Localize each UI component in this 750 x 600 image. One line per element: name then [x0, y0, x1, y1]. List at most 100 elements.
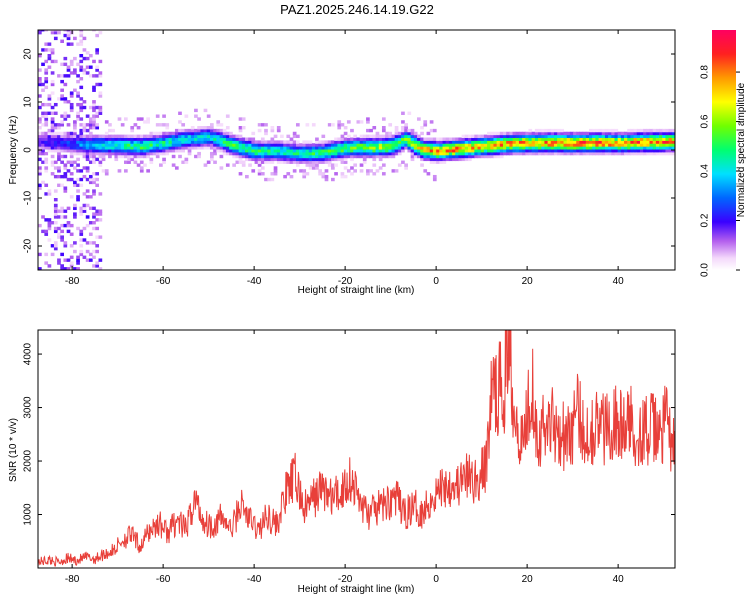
heatmap-cell — [448, 151, 453, 156]
heatmap-cell — [114, 157, 119, 162]
heatmap-cell — [95, 82, 100, 87]
heatmap-cell — [461, 157, 466, 162]
heatmap-cell — [85, 169, 90, 173]
heatmap-cell — [646, 128, 651, 133]
heatmap-cell — [506, 131, 510, 136]
heatmap-cell — [79, 249, 84, 254]
heatmap-cell — [528, 140, 533, 144]
heatmap-cell — [73, 160, 77, 164]
heatmap-cell — [85, 140, 90, 144]
heatmap-cell — [136, 117, 141, 121]
heatmap-cell — [187, 151, 192, 156]
heatmap-cell — [305, 163, 310, 167]
heatmap-cell — [273, 134, 278, 139]
spectrogram-x-tick-label--80: -80 — [65, 276, 80, 287]
heatmap-cell — [50, 128, 55, 133]
heatmap-cell — [257, 163, 262, 167]
heatmap-cell — [184, 131, 189, 136]
heatmap-cell — [423, 137, 428, 141]
heatmap-cell — [439, 151, 443, 156]
heatmap-cell — [95, 123, 100, 127]
heatmap-cell — [69, 131, 74, 136]
heatmap-cell — [124, 143, 128, 147]
heatmap-cell — [238, 149, 243, 153]
heatmap-cell — [79, 131, 84, 136]
heatmap-cell — [85, 241, 90, 245]
heatmap-cell — [515, 143, 520, 147]
heatmap-cell — [241, 160, 246, 164]
heatmap-cell — [499, 137, 504, 141]
heatmap-cell — [340, 149, 345, 153]
heatmap-cell — [292, 131, 297, 136]
heatmap-cell — [63, 223, 68, 228]
heatmap-cell — [467, 151, 472, 156]
heatmap-cell — [219, 140, 224, 144]
heatmap-cell — [353, 143, 358, 147]
heatmap-cell — [378, 157, 383, 162]
heatmap-cell — [53, 229, 58, 234]
heatmap-cell — [88, 74, 93, 78]
heatmap-cell — [60, 146, 64, 150]
heatmap-cell — [394, 131, 399, 136]
heatmap-cell — [302, 143, 307, 147]
heatmap-cell — [66, 169, 71, 173]
heatmap-cell — [308, 154, 313, 159]
heatmap-cell — [407, 131, 412, 136]
heatmap-cell — [467, 149, 472, 153]
heatmap-cell — [292, 149, 297, 153]
heatmap-cell — [353, 137, 358, 141]
heatmap-cell — [410, 157, 415, 162]
heatmap-cell — [76, 102, 80, 107]
heatmap-cell — [404, 146, 408, 150]
heatmap-cell — [299, 149, 303, 153]
heatmap-cell — [238, 128, 243, 133]
heatmap-cell — [92, 172, 96, 176]
heatmap-cell — [82, 154, 87, 159]
heatmap-cell — [557, 146, 561, 150]
heatmap-cell — [222, 128, 227, 133]
heatmap-cell — [95, 51, 100, 55]
heatmap-cell — [496, 154, 501, 159]
heatmap-cell — [209, 154, 214, 159]
heatmap-cell — [601, 143, 606, 147]
heatmap-cell — [101, 149, 106, 153]
heatmap-cell — [60, 39, 64, 43]
heatmap-cell — [264, 160, 268, 164]
heatmap-cell — [483, 149, 488, 153]
heatmap-cell — [76, 183, 80, 187]
heatmap-cell — [499, 134, 504, 139]
heatmap-cell — [471, 154, 475, 159]
heatmap-cell — [60, 174, 64, 179]
heatmap-cell — [659, 140, 663, 144]
heatmap-cell — [302, 157, 307, 162]
heatmap-cell — [76, 169, 80, 173]
heatmap-cell — [165, 146, 170, 150]
heatmap-cell — [98, 137, 103, 141]
heatmap-cell — [372, 172, 377, 176]
heatmap-cell — [50, 71, 55, 75]
heatmap-cell — [251, 146, 256, 150]
heatmap-cell — [337, 137, 342, 141]
heatmap-cell — [436, 149, 440, 153]
heatmap-cell — [73, 183, 77, 187]
heatmap-cell — [159, 134, 163, 139]
heatmap-cell — [82, 105, 87, 110]
heatmap-cell — [608, 128, 612, 133]
heatmap-cell — [343, 160, 348, 164]
heatmap-cell — [79, 85, 84, 90]
heatmap-cell — [442, 160, 447, 164]
heatmap-cell — [63, 174, 68, 179]
heatmap-cell — [633, 131, 638, 136]
heatmap-cell — [595, 134, 600, 139]
heatmap-cell — [95, 244, 100, 248]
heatmap-cell — [92, 126, 96, 130]
heatmap-cell — [595, 128, 600, 133]
heatmap-cell — [60, 229, 64, 234]
heatmap-cell — [44, 143, 49, 147]
heatmap-cell — [487, 134, 491, 139]
heatmap-cell — [82, 206, 87, 211]
heatmap-cell — [200, 134, 205, 139]
heatmap-cell — [346, 149, 351, 153]
snr-x-ticks: -80 -60 -40 -20 0 20 40 — [65, 330, 624, 585]
heatmap-cell — [420, 151, 424, 156]
